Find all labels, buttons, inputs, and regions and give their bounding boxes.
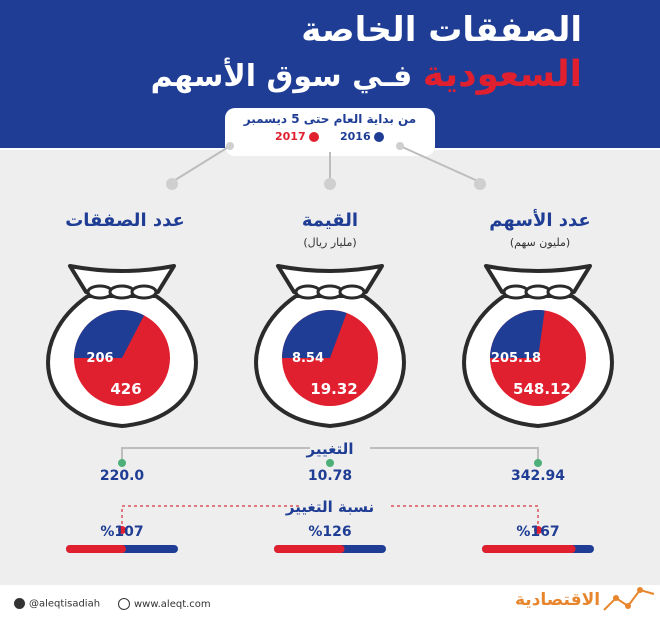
pct-bar-fill	[482, 545, 576, 553]
pct-bar-deals	[66, 545, 178, 553]
node-top-right	[396, 142, 404, 150]
connector-pct-right	[390, 505, 539, 530]
period-subtitle: من بداية العام حتى 5 ديسمبر	[243, 112, 417, 126]
bag-rope	[130, 284, 158, 300]
globe-icon	[118, 598, 130, 610]
pct-bar-fill	[66, 545, 126, 553]
category-unit-shares: (مليون سهم)	[509, 236, 571, 249]
pie-slice-2016	[490, 310, 545, 358]
title-line-2: السعودية فـي سوق الأسهم	[151, 54, 582, 95]
node-pct-right	[534, 526, 542, 534]
node-right	[474, 178, 486, 190]
pie-label-2016: 8.54	[292, 351, 324, 366]
legend-item-2016: 2016	[340, 130, 387, 143]
pie-label-2017: 426	[110, 380, 141, 398]
pie-slice-2016	[74, 309, 145, 358]
category-title-deals: عدد الصفقات	[65, 210, 185, 231]
change-pct-value: %126	[308, 524, 352, 540]
connector-left	[171, 145, 231, 183]
footer	[0, 585, 660, 625]
category-title-value: القيمة	[301, 210, 359, 231]
twitter-icon	[14, 598, 25, 609]
website-link[interactable]: www.aleqt.com	[118, 598, 211, 610]
pct-bar-value	[274, 545, 386, 553]
pie-label-2016: 205.18	[491, 351, 541, 366]
change-label: التغيير	[306, 440, 354, 458]
brand-logo-icon	[603, 587, 655, 611]
connector-pct-left	[121, 505, 300, 530]
node-mid	[324, 178, 336, 190]
legend-label-2017: 2017	[275, 130, 306, 143]
change-value-shares: 342.94	[510, 468, 566, 484]
pie-label-2016: 206	[86, 351, 113, 366]
change-pct-deals: %107	[100, 524, 144, 540]
category-title-shares: عدد الأسهم	[489, 210, 591, 231]
pie-slice-2016	[282, 310, 347, 358]
change-value-deals: 220.0	[99, 468, 145, 484]
title-line-2-prefix: فـي سوق الأسهم	[150, 59, 413, 94]
node-change-right	[534, 459, 542, 467]
change-pct-shares: %167	[516, 524, 560, 540]
bag-rope	[546, 284, 574, 300]
brand-logo-text: الاقتصادية	[515, 590, 601, 610]
title-highlight: السعودية	[422, 54, 582, 95]
website-text: www.aleqt.com	[134, 599, 211, 610]
node-top-left	[226, 142, 234, 150]
bag-rope	[338, 284, 366, 300]
pct-bar-shares	[482, 545, 594, 553]
category-unit-value: (مليار ريال)	[303, 236, 357, 249]
node-pct-left	[118, 526, 126, 534]
money-bag-deals: 206 426	[46, 264, 198, 429]
twitter-text: @aleqtisadiah	[29, 598, 101, 610]
legend-dot-2017	[308, 132, 319, 142]
connector-right	[399, 145, 481, 183]
change-pct-label: نسبة التغيير	[285, 498, 375, 516]
pie-label-2017: 19.32	[310, 380, 357, 398]
legend-item-2017: 2017	[275, 130, 322, 143]
pie-label-2017: 548.12	[513, 380, 571, 398]
money-bag-shares: 205.18 548.12	[462, 264, 614, 429]
title-line-1: الصفقات الخاصة	[301, 10, 582, 50]
node-left	[166, 178, 178, 190]
money-bag-value: 8.54 19.32	[254, 264, 406, 429]
connector-change-left	[121, 447, 310, 462]
legend-label-2016: 2016	[340, 130, 371, 143]
node-change-mid	[326, 459, 334, 467]
pct-bar-fill	[274, 545, 345, 553]
node-change-left	[118, 459, 126, 467]
connector-change-right	[370, 447, 539, 462]
twitter-handle[interactable]: @aleqtisadiah	[14, 598, 100, 610]
change-value-value: 10.78	[307, 468, 353, 484]
legend-dot-2016	[373, 132, 384, 142]
